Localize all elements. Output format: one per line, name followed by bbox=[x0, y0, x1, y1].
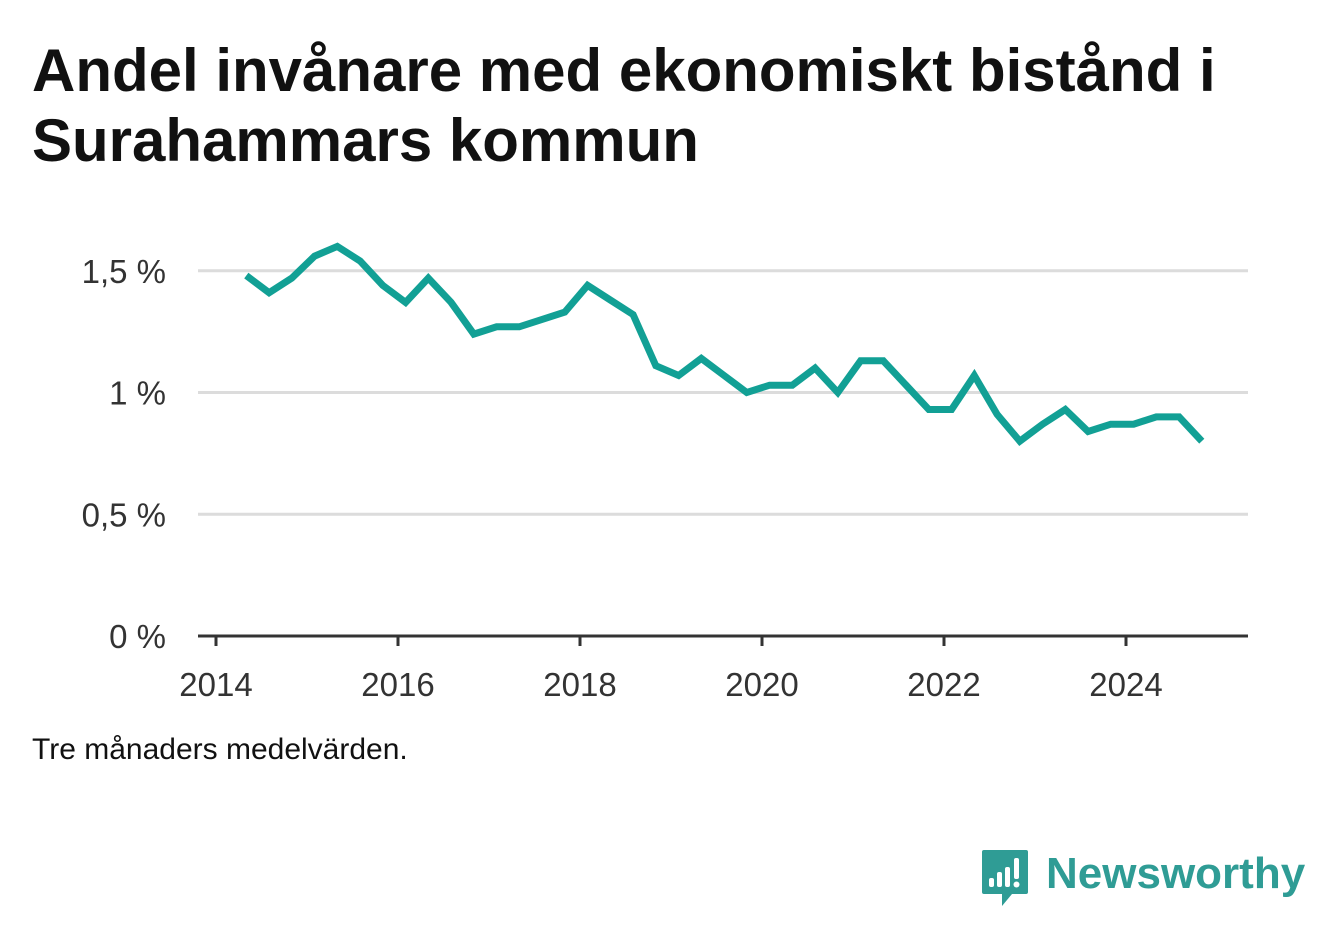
y-tick-label: 1,5 % bbox=[82, 253, 166, 290]
x-tick-label: 2018 bbox=[543, 666, 616, 703]
data-point bbox=[562, 309, 568, 315]
data-point bbox=[949, 407, 955, 413]
data-point bbox=[266, 290, 272, 296]
data-point bbox=[494, 324, 500, 330]
data-point bbox=[448, 299, 454, 305]
data-point bbox=[971, 373, 977, 379]
data-point bbox=[1108, 421, 1114, 427]
data-point bbox=[858, 358, 864, 364]
data-point bbox=[289, 275, 295, 281]
data-point bbox=[630, 312, 636, 318]
data-point bbox=[1040, 421, 1046, 427]
series-line bbox=[244, 242, 1205, 446]
brand-name: Newsworthy bbox=[1046, 849, 1306, 898]
data-point bbox=[243, 273, 249, 279]
data-point bbox=[721, 373, 727, 379]
data-point bbox=[1176, 414, 1182, 420]
y-tick-label: 0,5 % bbox=[82, 496, 166, 533]
chart-footnote: Tre månaders medelvärden. bbox=[32, 733, 408, 766]
data-point bbox=[516, 324, 522, 330]
series-layer bbox=[243, 242, 1205, 446]
y-tick-label: 0 % bbox=[109, 618, 166, 655]
data-point bbox=[767, 382, 773, 388]
data-point bbox=[653, 363, 659, 369]
data-point bbox=[835, 390, 841, 396]
data-point bbox=[585, 282, 591, 288]
data-point bbox=[994, 411, 1000, 417]
data-point bbox=[676, 373, 682, 379]
data-point bbox=[607, 297, 613, 303]
data-point bbox=[471, 331, 477, 337]
data-point bbox=[403, 299, 409, 305]
data-point bbox=[698, 355, 704, 361]
y-tick-label: 1 % bbox=[109, 375, 166, 412]
data-point bbox=[357, 258, 363, 264]
data-point bbox=[312, 253, 318, 259]
data-point bbox=[903, 382, 909, 388]
data-point bbox=[812, 365, 818, 371]
data-point bbox=[380, 282, 386, 288]
x-tick-label: 2024 bbox=[1089, 666, 1162, 703]
data-point bbox=[425, 275, 431, 281]
data-point bbox=[334, 243, 340, 249]
brand-logo: Newsworthy bbox=[980, 848, 1305, 910]
data-point bbox=[1062, 407, 1068, 413]
y-axis-ticks: 0 % 0,5 % 1 % 1,5 % bbox=[82, 253, 166, 655]
data-point bbox=[1153, 414, 1159, 420]
data-point bbox=[789, 382, 795, 388]
x-axis-ticks: 2014 2016 2018 2020 2022 2024 bbox=[179, 636, 1163, 703]
x-tick-label: 2022 bbox=[907, 666, 980, 703]
x-tick-label: 2014 bbox=[179, 666, 252, 703]
data-point bbox=[539, 316, 545, 322]
data-point bbox=[1085, 429, 1091, 435]
x-tick-label: 2016 bbox=[361, 666, 434, 703]
bar-chart-speech-bubble-icon bbox=[982, 850, 1028, 906]
data-point bbox=[1017, 438, 1023, 444]
data-point bbox=[926, 407, 932, 413]
data-point bbox=[1199, 438, 1205, 444]
grid-layer bbox=[198, 269, 1248, 638]
chart-title: Andel invånare med ekonomiskt bistånd i … bbox=[32, 37, 1216, 174]
data-point bbox=[1131, 421, 1137, 427]
data-point bbox=[880, 358, 886, 364]
x-tick-label: 2020 bbox=[725, 666, 798, 703]
data-point bbox=[744, 390, 750, 396]
